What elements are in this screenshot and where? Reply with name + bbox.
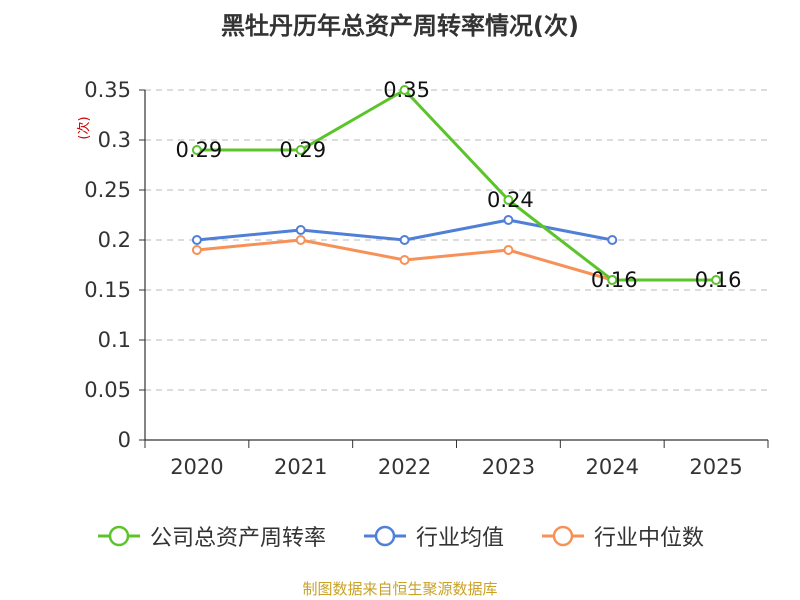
x-tick-label: 2023	[482, 455, 535, 479]
data-label: 0.29	[176, 138, 223, 162]
data-label: 0.16	[695, 268, 742, 292]
y-tick-label: 0.2	[98, 228, 131, 252]
data-point	[711, 275, 722, 285]
y-tick-label: 0	[118, 428, 131, 452]
legend-label: 行业中位数	[594, 526, 705, 551]
data-point	[295, 145, 306, 155]
y-tick-label: 0.35	[84, 78, 131, 102]
data-point	[295, 225, 306, 235]
x-tick-label: 2021	[274, 455, 327, 479]
legend-item[interactable]: 行业均值	[362, 520, 504, 552]
data-point	[503, 245, 514, 255]
data-label: 0.16	[591, 268, 638, 292]
y-tick-label: 0.1	[98, 328, 131, 352]
legend-label: 行业均值	[415, 526, 504, 551]
x-tick-label: 2024	[586, 455, 639, 479]
data-point	[191, 235, 202, 245]
data-point	[399, 235, 410, 245]
data-point	[607, 275, 618, 285]
series-line	[196, 88, 717, 282]
data-point	[191, 145, 202, 155]
legend-marker	[552, 525, 574, 547]
series-lines	[191, 85, 722, 285]
data-labels: 0.29 0.29 0.35 0.24 0.16 0.16	[176, 78, 742, 292]
axes: 0 0.05 0.1 0.15 0.2 0.25 0.3 0.35 2020 2021 2022 20…	[84, 78, 769, 479]
y-axis-label: (次)	[76, 116, 92, 139]
data-label: 0.35	[383, 78, 430, 102]
data-point	[607, 235, 618, 245]
source-note: 制图数据来自恒生聚源数据库	[302, 580, 498, 598]
y-tick-label: 0.15	[84, 278, 131, 302]
x-tick-label: 2025	[689, 455, 742, 479]
y-tick-label: 0.3	[98, 128, 131, 152]
legend-label: 公司总资产周转率	[149, 526, 326, 551]
legend-swatch-icon	[97, 525, 140, 547]
y-tick-label: 0.05	[84, 378, 131, 402]
chart-title: 黑牡丹历年总资产周转率情况(次)	[221, 12, 579, 40]
data-label: 0.24	[487, 188, 534, 212]
legend-item[interactable]: 公司总资产周转率	[96, 520, 326, 552]
legend-swatch-icon	[363, 525, 406, 547]
grid-lines	[145, 89, 768, 391]
data-label: 0.29	[279, 138, 326, 162]
legend-item[interactable]: 行业中位数	[540, 520, 704, 552]
legend-swatch-icon	[542, 525, 584, 547]
y-tick-label: 0.25	[84, 178, 131, 202]
x-tick-label: 2022	[378, 455, 431, 479]
legend: 公司总资产周转率 行业均值 行业中位数	[0, 520, 800, 552]
data-point	[503, 195, 514, 205]
data-point	[399, 85, 410, 95]
data-point	[295, 235, 306, 245]
data-point	[399, 255, 410, 265]
data-point	[503, 215, 514, 225]
x-tick-label: 2020	[170, 455, 223, 479]
data-point	[191, 245, 202, 255]
legend-marker	[374, 525, 396, 547]
legend-marker	[108, 525, 130, 547]
